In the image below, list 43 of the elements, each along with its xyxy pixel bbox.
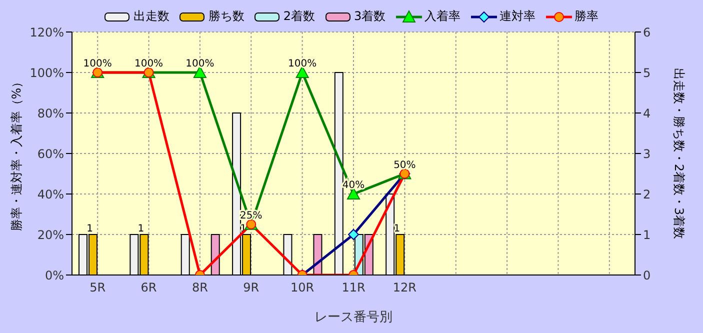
point bbox=[348, 229, 359, 240]
y2-tick-label: 3 bbox=[643, 146, 651, 161]
y2-tick-label: 0 bbox=[643, 268, 651, 282]
data-label: 100% bbox=[186, 58, 214, 70]
point bbox=[193, 66, 206, 78]
x-tick-label: 12R bbox=[392, 280, 416, 295]
legend-label: 出走数 bbox=[132, 8, 170, 25]
y2-tick-label: 6 bbox=[643, 25, 651, 40]
data-label: 100% bbox=[83, 58, 112, 70]
y2-axis-title: 出走数・勝ち数・2着数・3着数 bbox=[672, 68, 686, 240]
data-label: 1 bbox=[394, 224, 400, 234]
legend-label: 勝ち数 bbox=[207, 8, 244, 25]
y-tick-label: 20% bbox=[37, 228, 64, 242]
y-axis-title: 勝率・連対率・入着率（%） bbox=[9, 76, 24, 232]
y-tick-label: 80% bbox=[37, 106, 64, 120]
x-tick-label: 10R bbox=[290, 280, 314, 295]
y-tick-label: 60% bbox=[37, 146, 64, 161]
x-tick-label: 5R bbox=[90, 280, 106, 295]
x-tick-label: 11R bbox=[342, 280, 366, 295]
legend-label: 入着率 bbox=[424, 8, 461, 25]
point bbox=[347, 188, 360, 200]
y-tick-label: 100% bbox=[30, 66, 64, 80]
y2-tick-label: 2 bbox=[643, 187, 651, 202]
x-tick-label: 9R bbox=[243, 280, 260, 295]
y-tick-label: 0% bbox=[44, 268, 64, 282]
point bbox=[296, 66, 309, 78]
y2-tick-label: 4 bbox=[643, 106, 651, 120]
legend-label: 連対率 bbox=[498, 8, 536, 25]
data-label: 50% bbox=[394, 160, 416, 171]
legend-label: 3着数 bbox=[353, 8, 386, 25]
legend-label: 2着数 bbox=[282, 8, 315, 25]
y2-tick-label: 5 bbox=[643, 66, 651, 80]
y-tick-label: 40% bbox=[37, 187, 64, 202]
legend-label: 勝率 bbox=[574, 8, 599, 25]
x-axis-title: レース番号別 bbox=[314, 310, 392, 325]
data-label: 1 bbox=[86, 224, 93, 234]
x-tick-label: 8R bbox=[192, 280, 208, 295]
data-label: 1 bbox=[138, 224, 144, 234]
y2-tick-label: 1 bbox=[643, 228, 651, 242]
data-label: 100% bbox=[288, 58, 317, 70]
y-tick-label: 120% bbox=[30, 25, 64, 40]
data-label: 100% bbox=[134, 58, 164, 70]
x-tick-label: 6R bbox=[140, 280, 157, 295]
